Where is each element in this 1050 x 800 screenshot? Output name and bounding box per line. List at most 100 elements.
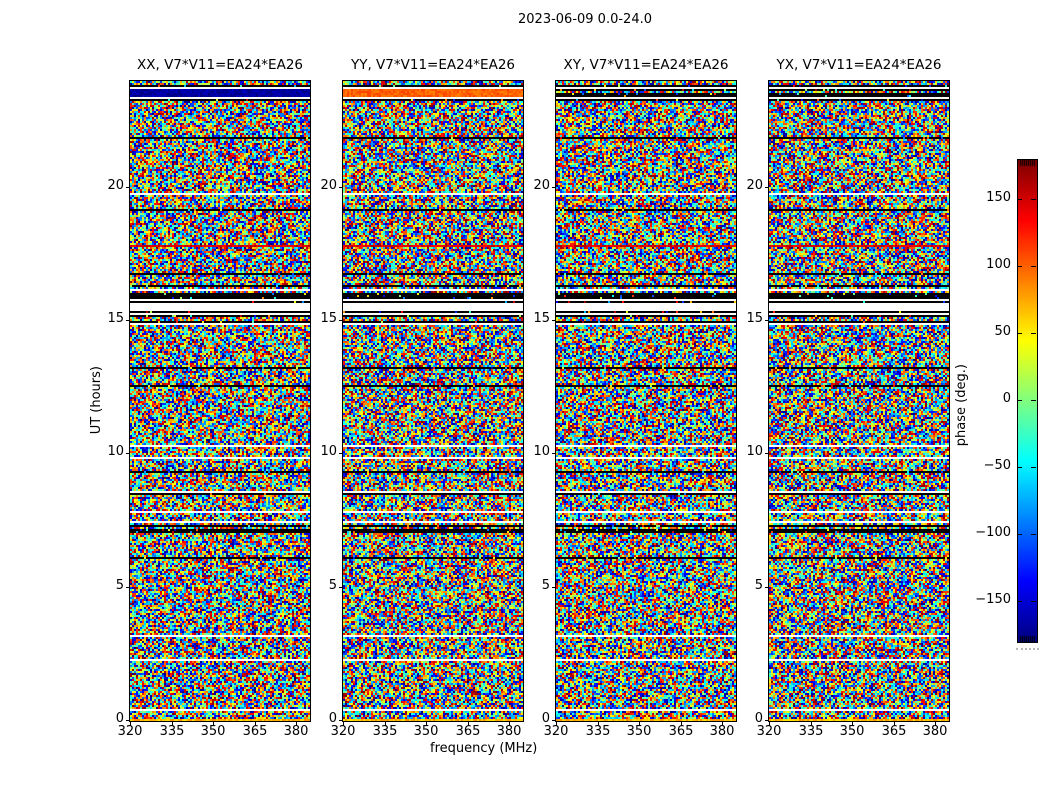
colorbar-tick-mark <box>1031 601 1036 602</box>
y-tick-label: 20 <box>746 178 763 193</box>
y-axis-label: UT (hours) <box>88 366 104 435</box>
y-tick-label: 0 <box>754 711 763 726</box>
phase-heatmap-canvas-yy <box>342 80 524 722</box>
x-tick-label: 350 <box>200 724 226 739</box>
figure-title: 2023-06-09 0.0-24.0 <box>518 12 652 27</box>
y-tick-label: 10 <box>320 444 337 459</box>
colorbar-tick-label: 0 <box>1002 391 1011 406</box>
colorbar-tick-label: −100 <box>975 525 1011 540</box>
colorbar-tick-mark <box>1031 534 1036 535</box>
panel-title-xy: XY, V7*V11=EA24*EA26 <box>563 57 729 73</box>
x-tick-mark <box>213 722 214 726</box>
y-tick-mark <box>552 320 556 321</box>
x-tick-label: 335 <box>159 724 185 739</box>
x-tick-mark <box>852 722 853 726</box>
colorbar-extend-dots <box>1016 648 1039 650</box>
x-tick-label: 365 <box>668 724 694 739</box>
y-tick-mark <box>126 320 130 321</box>
y-tick-label: 5 <box>541 578 550 593</box>
y-tick-mark <box>765 587 769 588</box>
x-tick-mark <box>811 722 812 726</box>
x-tick-mark <box>296 722 297 726</box>
x-tick-mark <box>385 722 386 726</box>
x-tick-mark <box>639 722 640 726</box>
y-tick-label: 15 <box>320 311 337 326</box>
phase-heatmap-canvas-yx <box>768 80 950 722</box>
y-tick-mark <box>126 720 130 721</box>
y-tick-label: 10 <box>533 444 550 459</box>
x-tick-mark <box>468 722 469 726</box>
x-tick-mark <box>509 722 510 726</box>
colorbar-tick-mark <box>1031 333 1036 334</box>
x-tick-mark <box>130 722 131 726</box>
colorbar-tick-mark <box>1031 199 1036 200</box>
y-tick-mark <box>765 453 769 454</box>
y-tick-label: 15 <box>533 311 550 326</box>
y-tick-mark <box>552 720 556 721</box>
x-tick-label: 335 <box>585 724 611 739</box>
x-tick-mark <box>722 722 723 726</box>
colorbar-tick-mark <box>1031 400 1036 401</box>
y-tick-mark <box>126 453 130 454</box>
x-tick-label: 335 <box>372 724 398 739</box>
y-tick-label: 5 <box>328 578 337 593</box>
x-tick-mark <box>894 722 895 726</box>
x-tick-mark <box>598 722 599 726</box>
colorbar-tick-label: 100 <box>986 257 1011 272</box>
y-tick-label: 10 <box>107 444 124 459</box>
colorbar-tick-mark <box>1017 467 1022 468</box>
y-tick-mark <box>126 587 130 588</box>
y-tick-label: 20 <box>533 178 550 193</box>
phase-heatmap-canvas-xx <box>129 80 311 722</box>
x-tick-mark <box>769 722 770 726</box>
y-tick-label: 0 <box>328 711 337 726</box>
x-axis-label: frequency (MHz) <box>430 741 538 756</box>
x-tick-label: 365 <box>242 724 268 739</box>
y-tick-mark <box>552 587 556 588</box>
colorbar <box>1017 159 1038 643</box>
colorbar-tick-mark <box>1017 534 1022 535</box>
x-tick-label: 380 <box>922 724 948 739</box>
x-tick-label: 380 <box>283 724 309 739</box>
phase-heatmap-canvas-xy <box>555 80 737 722</box>
panel-title-yy: YY, V7*V11=EA24*EA26 <box>350 57 515 73</box>
y-tick-mark <box>765 320 769 321</box>
x-tick-label: 350 <box>839 724 865 739</box>
y-tick-mark <box>126 187 130 188</box>
y-tick-label: 0 <box>115 711 124 726</box>
colorbar-tick-label: −50 <box>983 458 1011 473</box>
x-tick-label: 350 <box>626 724 652 739</box>
y-tick-label: 15 <box>107 311 124 326</box>
colorbar-tick-mark <box>1017 400 1022 401</box>
y-tick-label: 5 <box>115 578 124 593</box>
x-tick-mark <box>255 722 256 726</box>
colorbar-tick-mark <box>1031 467 1036 468</box>
panel-title-yx: YX, V7*V11=EA24*EA26 <box>776 57 942 73</box>
y-tick-label: 5 <box>754 578 763 593</box>
x-tick-label: 365 <box>455 724 481 739</box>
y-tick-mark <box>552 187 556 188</box>
x-tick-label: 320 <box>330 724 356 739</box>
colorbar-tick-mark <box>1017 199 1022 200</box>
x-tick-label: 380 <box>709 724 735 739</box>
x-tick-mark <box>343 722 344 726</box>
x-tick-label: 380 <box>496 724 522 739</box>
y-tick-mark <box>765 720 769 721</box>
y-tick-label: 10 <box>746 444 763 459</box>
y-tick-label: 15 <box>746 311 763 326</box>
x-tick-label: 365 <box>881 724 907 739</box>
x-tick-mark <box>935 722 936 726</box>
y-tick-mark <box>339 587 343 588</box>
y-tick-mark <box>339 453 343 454</box>
x-tick-label: 320 <box>117 724 143 739</box>
colorbar-tick-label: 50 <box>994 324 1011 339</box>
y-tick-label: 0 <box>541 711 550 726</box>
y-tick-mark <box>552 453 556 454</box>
x-tick-label: 320 <box>756 724 782 739</box>
x-tick-label: 350 <box>413 724 439 739</box>
x-tick-mark <box>556 722 557 726</box>
panel-title-xx: XX, V7*V11=EA24*EA26 <box>136 57 303 73</box>
x-tick-label: 320 <box>543 724 569 739</box>
colorbar-tick-mark <box>1031 266 1036 267</box>
